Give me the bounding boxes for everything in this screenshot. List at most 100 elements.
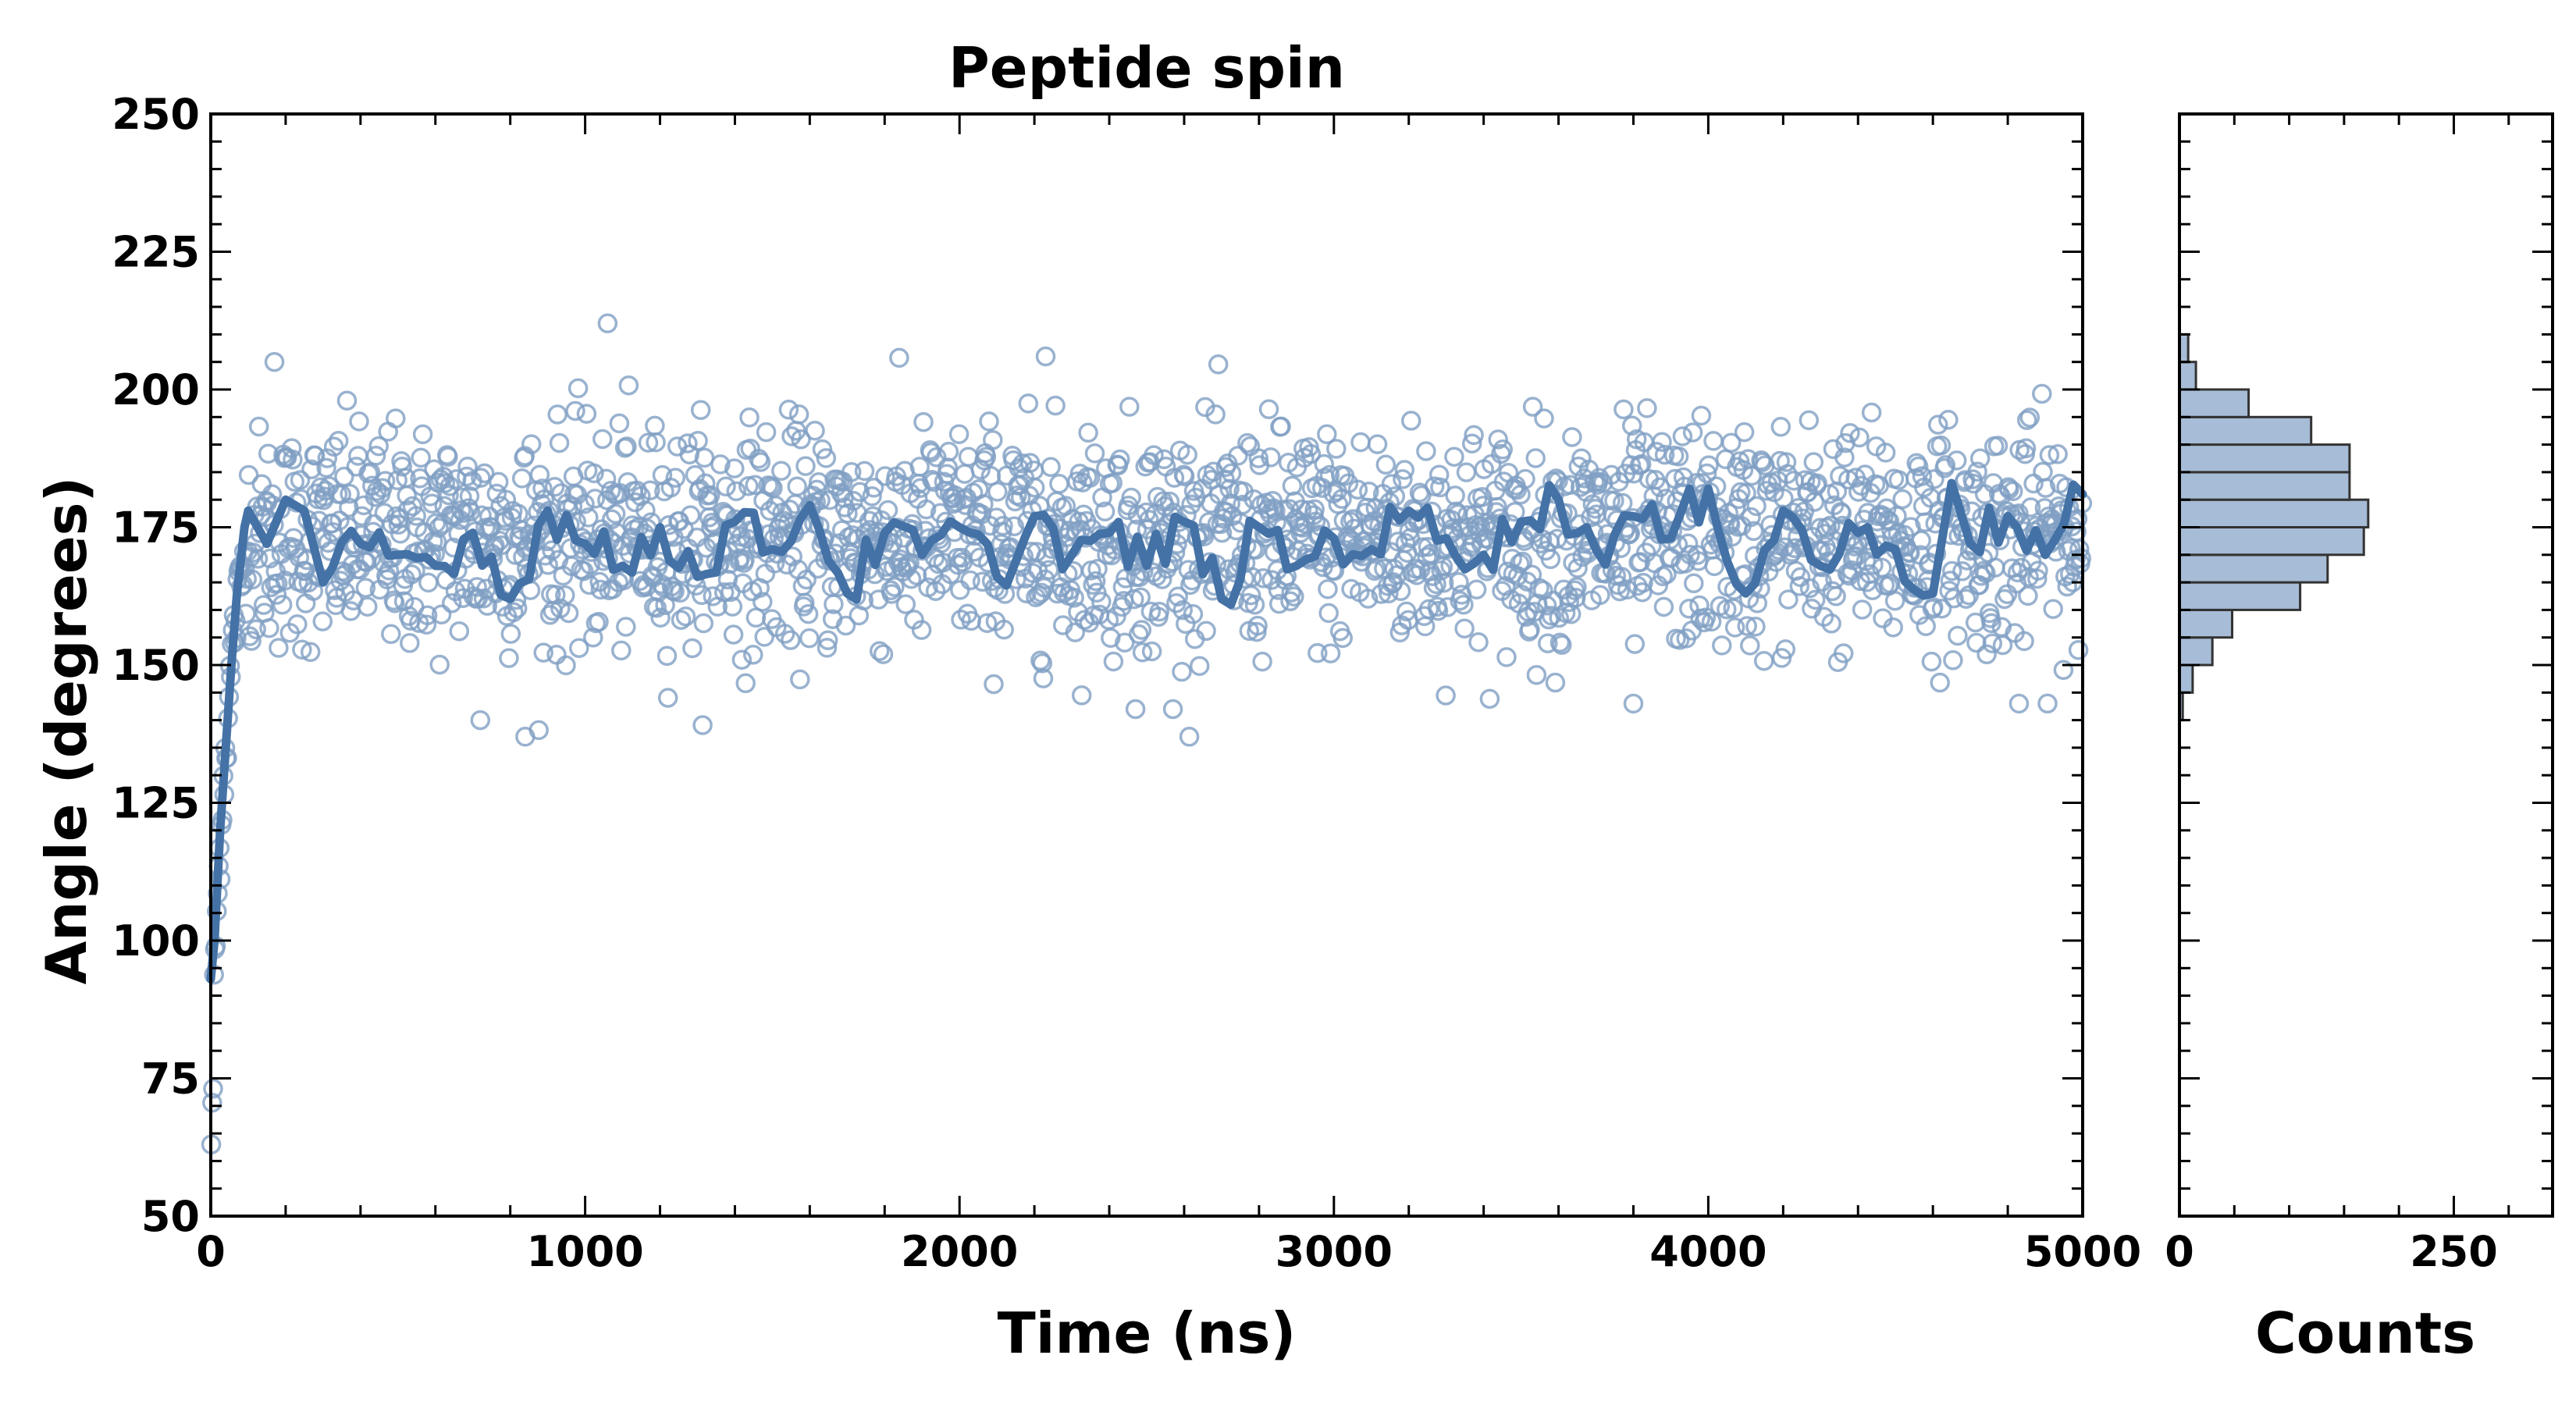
scatter-point xyxy=(1367,434,1388,454)
scatter-point xyxy=(1347,479,1368,500)
scatter-point xyxy=(778,400,799,420)
scatter-point xyxy=(1809,518,1831,539)
scatter-point xyxy=(1617,579,1638,600)
y-tick-label: 250 xyxy=(112,90,200,139)
scatter-point xyxy=(1969,448,1991,469)
scatter-point xyxy=(688,430,708,451)
main-axis-ticks xyxy=(209,112,2084,1218)
scatter-point xyxy=(1418,599,1439,620)
scatter-point xyxy=(1121,487,1141,508)
scatter-point xyxy=(1449,572,1469,592)
scatter-point xyxy=(724,458,745,478)
scatter-point xyxy=(1375,454,1397,475)
scatter-outlier-point xyxy=(470,710,491,731)
scatter-point xyxy=(798,603,819,624)
scatter-point xyxy=(913,411,934,432)
scatter-point xyxy=(835,615,856,636)
scatter-point xyxy=(1740,635,1760,656)
scatter-outlier-point xyxy=(597,313,618,334)
scatter-point xyxy=(1831,503,1852,524)
scatter-point xyxy=(1189,656,1210,676)
scatter-point xyxy=(1908,456,1929,477)
scatter-point xyxy=(1672,426,1693,446)
scatter-point xyxy=(1445,486,1465,506)
scatter-point xyxy=(1479,688,1500,710)
scatter-point xyxy=(1699,455,1719,475)
scatter-point xyxy=(1385,486,1406,507)
scatter-point xyxy=(1172,599,1193,621)
scatter-point xyxy=(743,645,763,665)
scatter-point xyxy=(452,487,472,508)
scatter-point xyxy=(1679,599,1699,619)
scatter-point xyxy=(1684,573,1704,594)
scatter-point xyxy=(402,496,423,517)
scatter-point xyxy=(334,466,354,487)
scatter-point xyxy=(1071,685,1092,706)
scatter-point xyxy=(1087,559,1108,579)
scatter-point xyxy=(616,617,636,637)
scatter-point xyxy=(467,577,487,597)
scatter-point xyxy=(1394,460,1415,480)
scatter-point xyxy=(1701,611,1722,632)
scatter-point xyxy=(1198,512,1219,532)
scatter-point xyxy=(925,581,946,601)
scatter-point xyxy=(993,515,1013,536)
scatter-point xyxy=(692,585,712,606)
scatter-point xyxy=(1221,463,1242,484)
scatter-point xyxy=(539,605,560,625)
scatter-point xyxy=(873,644,894,664)
scatter-point xyxy=(1396,601,1417,622)
scatter-point xyxy=(1038,560,1059,580)
scatter-point xyxy=(703,586,724,606)
scatter-point xyxy=(1846,546,1867,567)
scatter-point xyxy=(863,478,884,498)
scatter-point xyxy=(1621,415,1642,436)
scatter-point xyxy=(1562,427,1582,447)
scatter-point xyxy=(579,574,600,596)
scatter-point xyxy=(1505,501,1525,522)
scatter-point xyxy=(242,569,263,590)
scatter-point xyxy=(916,499,937,520)
scatter-point xyxy=(723,624,744,645)
scatter-point xyxy=(1778,589,1799,610)
scatter-point xyxy=(810,490,831,510)
scatter-point xyxy=(549,432,570,454)
scatter-outlier-point xyxy=(515,727,535,747)
scatter-point xyxy=(1453,594,1474,615)
scatter-outlier-point xyxy=(1035,346,1056,367)
scatter-point xyxy=(283,449,303,470)
scatter-point xyxy=(474,463,495,484)
scatter-point xyxy=(241,631,262,651)
scatter-point xyxy=(544,477,565,497)
scatter-point xyxy=(1935,455,1956,475)
histogram-bar xyxy=(2178,526,2365,557)
scatter-point xyxy=(1834,447,1855,468)
chart-title: Peptide spin xyxy=(948,35,1345,101)
scatter-point xyxy=(1987,436,2008,456)
x-tick-label: 4000 xyxy=(1649,1227,1767,1276)
scatter-point xyxy=(682,638,703,659)
main-plot-frame xyxy=(209,112,2084,1218)
y-tick-label: 75 xyxy=(141,1055,200,1104)
scatter-point xyxy=(1149,601,1169,622)
x-tick-label: 1000 xyxy=(526,1227,643,1276)
scatter-point xyxy=(1208,354,1229,375)
scatter-point xyxy=(2048,444,2068,464)
scatter-point xyxy=(1539,609,1559,630)
scatter-point xyxy=(441,593,462,614)
scatter-point xyxy=(1271,416,1291,437)
scatter-point xyxy=(1411,485,1432,506)
scatter-point xyxy=(547,404,568,425)
scatter-point xyxy=(938,441,959,462)
scatter-point xyxy=(1976,644,1997,665)
scatter-point xyxy=(782,546,802,567)
scatter-point xyxy=(1305,511,1326,532)
scatter-point xyxy=(1314,454,1334,475)
scatter-point xyxy=(771,461,792,481)
scatter-point xyxy=(561,556,582,577)
scatter-point xyxy=(449,621,470,642)
scatter-point xyxy=(1753,650,1774,671)
scatter-point xyxy=(1464,425,1484,446)
scatter-point xyxy=(1101,628,1121,648)
scatter-point xyxy=(406,506,426,526)
